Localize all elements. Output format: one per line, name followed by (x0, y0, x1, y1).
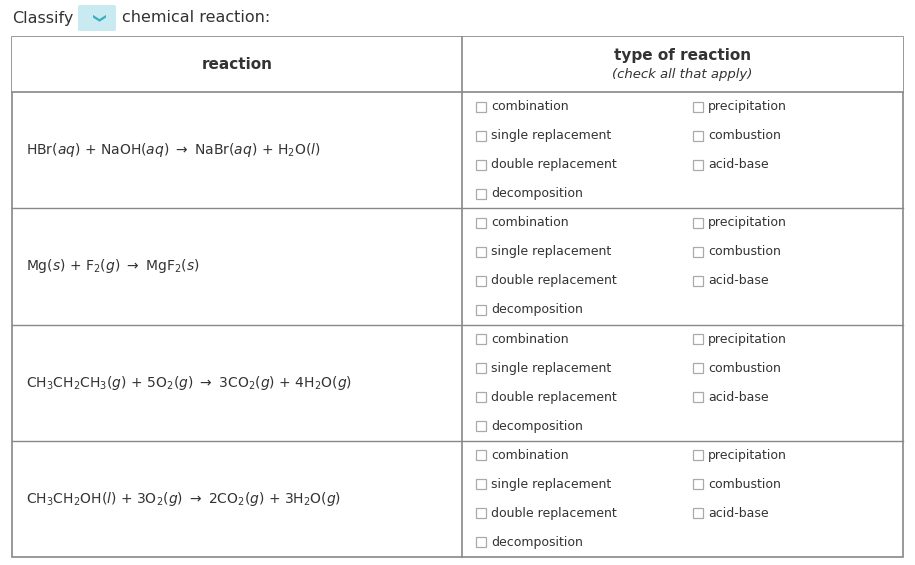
Text: decomposition: decomposition (491, 187, 583, 200)
Text: acid-base: acid-base (708, 390, 769, 403)
Bar (694, 276, 704, 286)
Text: single replacement: single replacement (491, 362, 611, 375)
Text: acid-base: acid-base (708, 507, 769, 520)
FancyBboxPatch shape (78, 5, 116, 31)
Text: single replacement: single replacement (491, 245, 611, 258)
Bar (694, 102, 704, 111)
Text: CH$_3$CH$_2$CH$_3$$(g)$ + 5O$_2$$(g)$ $\rightarrow$ 3CO$_2$$(g)$ + 4H$_2$O$(g)$: CH$_3$CH$_2$CH$_3$$(g)$ + 5O$_2$$(g)$ $\… (26, 373, 352, 392)
Bar (476, 218, 486, 228)
Text: chemical reaction:: chemical reaction: (122, 11, 270, 25)
Text: decomposition: decomposition (491, 420, 583, 433)
Text: double replacement: double replacement (491, 507, 617, 520)
Bar (694, 479, 704, 489)
Text: acid-base: acid-base (708, 275, 769, 288)
Bar (476, 479, 486, 489)
Text: combination: combination (491, 216, 568, 229)
Text: double replacement: double replacement (491, 275, 617, 288)
Bar (694, 363, 704, 373)
Text: combination: combination (491, 333, 568, 346)
Text: type of reaction: type of reaction (614, 48, 751, 63)
Text: precipitation: precipitation (708, 100, 787, 113)
Text: single replacement: single replacement (491, 129, 611, 142)
Bar (12, 37, 903, 92)
Text: double replacement: double replacement (491, 158, 617, 171)
Text: reaction: reaction (201, 57, 273, 72)
Bar (476, 421, 486, 431)
Text: precipitation: precipitation (708, 333, 787, 346)
Bar (476, 392, 486, 402)
Text: combustion: combustion (708, 245, 781, 258)
Text: precipitation: precipitation (708, 216, 787, 229)
Text: ❯: ❯ (91, 13, 103, 23)
Text: HBr$(aq)$ + NaOH$(aq)$ $\rightarrow$ NaBr$(aq)$ + H$_2$O$(l)$: HBr$(aq)$ + NaOH$(aq)$ $\rightarrow$ NaB… (26, 141, 320, 159)
Bar (694, 392, 704, 402)
Bar (476, 160, 486, 170)
Bar (476, 189, 486, 199)
Bar (476, 276, 486, 286)
Text: combustion: combustion (708, 362, 781, 375)
Text: single replacement: single replacement (491, 478, 611, 491)
Bar (476, 247, 486, 257)
Bar (476, 363, 486, 373)
Text: (check all that apply): (check all that apply) (612, 68, 753, 81)
Text: combustion: combustion (708, 478, 781, 491)
Text: combustion: combustion (708, 129, 781, 142)
Bar (476, 450, 486, 460)
Bar (694, 450, 704, 460)
Bar (476, 102, 486, 111)
Bar (694, 247, 704, 257)
Text: CH$_3$CH$_2$OH$(l)$ + 3O$_2$$(g)$ $\rightarrow$ 2CO$_2$$(g)$ + 3H$_2$O$(g)$: CH$_3$CH$_2$OH$(l)$ + 3O$_2$$(g)$ $\righ… (26, 490, 341, 508)
Text: acid-base: acid-base (708, 158, 769, 171)
Text: decomposition: decomposition (491, 536, 583, 549)
Bar (694, 334, 704, 344)
Bar (694, 508, 704, 519)
Bar (476, 305, 486, 315)
Bar (694, 218, 704, 228)
Bar (476, 334, 486, 344)
Bar (694, 160, 704, 170)
Text: precipitation: precipitation (708, 449, 787, 462)
Text: Mg$(s)$ + F$_2$$(g)$ $\rightarrow$ MgF$_2$$(s)$: Mg$(s)$ + F$_2$$(g)$ $\rightarrow$ MgF$_… (26, 258, 199, 275)
Bar (476, 537, 486, 547)
Text: combination: combination (491, 449, 568, 462)
Text: Classify: Classify (12, 11, 73, 25)
Text: decomposition: decomposition (491, 303, 583, 316)
Bar (476, 131, 486, 141)
Text: double replacement: double replacement (491, 390, 617, 403)
Bar (476, 508, 486, 519)
Bar (694, 131, 704, 141)
Text: combination: combination (491, 100, 568, 113)
